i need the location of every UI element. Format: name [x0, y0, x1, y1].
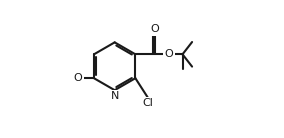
Text: O: O [164, 49, 173, 59]
Text: N: N [110, 91, 119, 101]
Text: O: O [73, 73, 82, 83]
Text: O: O [151, 24, 160, 34]
Text: Cl: Cl [142, 98, 153, 108]
